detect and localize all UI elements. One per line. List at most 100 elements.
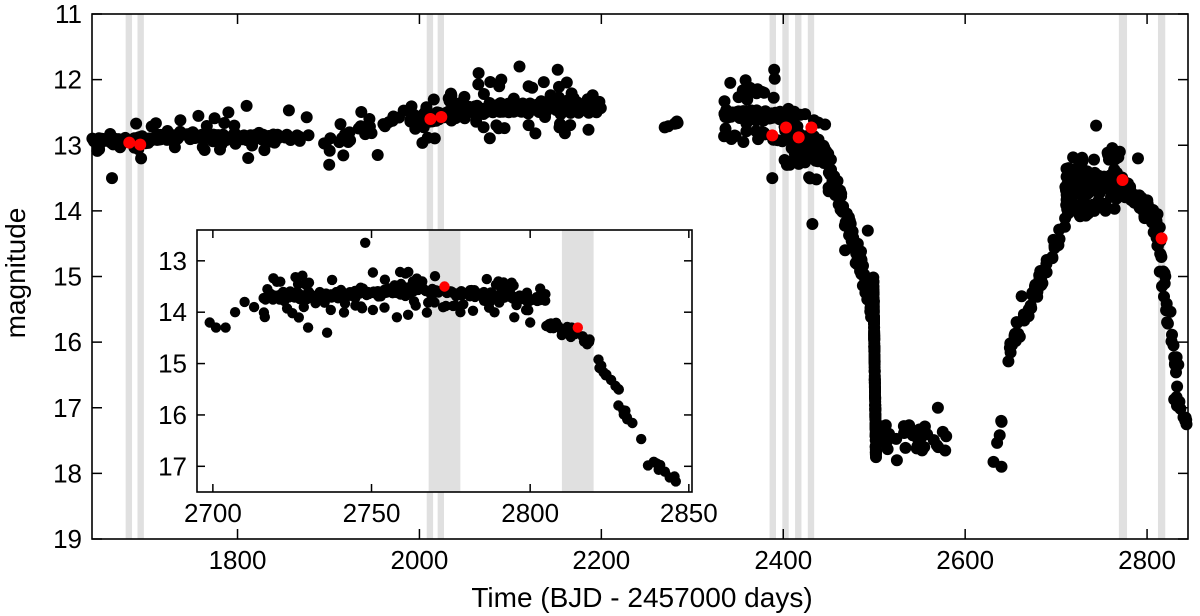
inset-y-tick-label: 13 (158, 246, 187, 276)
main-data-point (323, 144, 336, 157)
inset-data-point (525, 317, 536, 328)
main-data-point (1134, 193, 1147, 206)
inset-highlight-point (439, 281, 450, 292)
inset-data-point (515, 291, 526, 303)
main-data-point (342, 136, 355, 148)
main-shaded-interval (1118, 14, 1128, 539)
main-data-point (732, 91, 745, 104)
main-highlight-points (123, 111, 1168, 245)
main-data-point (363, 113, 376, 125)
main-data-point (868, 376, 881, 389)
main-data-point (1090, 119, 1103, 132)
main-highlight-point (1155, 232, 1168, 245)
main-data-point (868, 364, 881, 377)
inset-data-point (411, 273, 422, 284)
inset-data-point (636, 433, 647, 445)
main-data-point (1046, 251, 1059, 263)
main-data-point (869, 399, 882, 412)
main-data-point (739, 74, 752, 87)
main-data-point (355, 106, 368, 118)
main-data-point (1060, 162, 1073, 175)
inset-data-point (325, 304, 336, 316)
main-x-tick-label: 2400 (754, 545, 812, 575)
inset-data-point (489, 307, 500, 318)
inset-data-point (447, 300, 459, 312)
main-data-point (877, 428, 890, 440)
inset-data-point (582, 339, 593, 350)
main-data-point (1088, 153, 1100, 166)
main-data-point (544, 89, 557, 102)
inset-data-point (410, 300, 421, 311)
main-data-point (300, 111, 313, 124)
main-data-point (778, 154, 791, 166)
main-data-point (867, 294, 880, 307)
inset-data-point (488, 289, 499, 300)
inset-data-point (329, 290, 340, 302)
main-data-point (537, 76, 550, 89)
main-data-point (502, 97, 515, 110)
main-data-point (751, 108, 764, 121)
inset-data-point (260, 294, 271, 305)
main-data-point (470, 115, 483, 128)
main-data-point (1022, 303, 1035, 316)
main-data-point (768, 63, 781, 76)
main-data-point (806, 218, 819, 230)
main-data-point (218, 117, 231, 129)
inset-data-point (248, 301, 260, 313)
main-x-tick-label: 1800 (209, 545, 267, 575)
inset-data-point (408, 286, 419, 297)
main-data-point (427, 93, 440, 106)
inset-x-tick-label: 2700 (184, 498, 242, 528)
main-data-point (404, 115, 417, 128)
main-data-point (867, 283, 880, 296)
main-data-point (719, 122, 732, 135)
main-data-point (594, 102, 607, 115)
main-y-tick-label: 15 (53, 262, 82, 292)
main-y-tick-label: 16 (53, 327, 82, 357)
main-data-point (513, 60, 526, 73)
main-shaded-interval (795, 14, 802, 539)
main-highlight-point (435, 111, 448, 123)
main-data-point (803, 171, 816, 184)
main-data-point (258, 144, 271, 157)
main-shaded-interval (125, 14, 133, 539)
main-data-point (1060, 199, 1073, 211)
main-highlight-point (780, 121, 792, 134)
main-data-point (1142, 206, 1155, 219)
x-axis-label: Time (BJD - 2457000 days) (471, 582, 812, 613)
main-data-point (829, 174, 842, 187)
inset-data-points (204, 237, 681, 487)
main-data-point (323, 158, 336, 171)
main-data-point (767, 91, 780, 104)
main-data-point (282, 104, 295, 117)
main-data-point (1088, 180, 1101, 193)
inset-data-point (239, 296, 250, 308)
main-shaded-interval (137, 14, 144, 539)
main-data-point (718, 95, 731, 108)
main-data-point (737, 105, 750, 118)
main-data-point (477, 88, 490, 100)
main-data-point (1168, 393, 1181, 406)
inset-data-point (368, 288, 380, 299)
main-data-point (582, 123, 595, 136)
main-data-point (729, 130, 742, 142)
inset-data-point (338, 307, 350, 318)
inset-data-point (355, 301, 367, 312)
main-data-point (1108, 202, 1121, 215)
main-data-point (740, 82, 753, 95)
inset-data-point (429, 297, 440, 308)
inset-data-point (302, 322, 314, 333)
main-y-tick-label: 17 (53, 393, 82, 423)
inset-data-point (594, 362, 605, 374)
main-y-tick-label: 14 (53, 196, 82, 226)
main-data-point (906, 429, 919, 442)
inset-data-point (506, 277, 517, 288)
inset-data-point (440, 300, 452, 312)
main-data-point (1094, 198, 1107, 211)
main-data-point (794, 108, 807, 121)
inset-data-point (303, 277, 315, 288)
inset-data-point (535, 283, 546, 294)
main-shaded-interval (769, 14, 776, 539)
main-data-point (995, 415, 1008, 428)
